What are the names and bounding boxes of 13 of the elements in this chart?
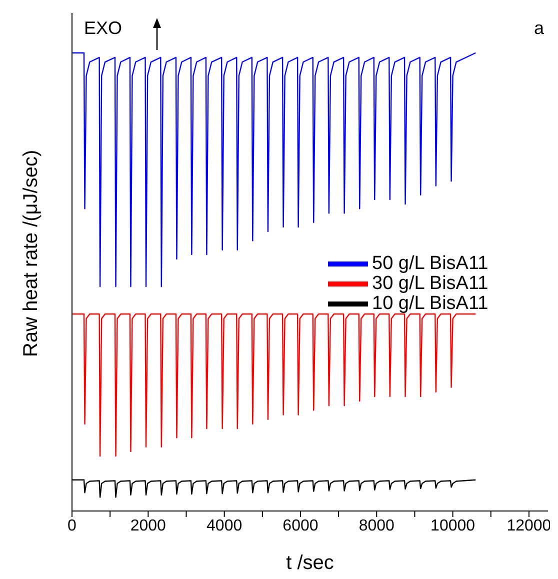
legend-label: 50 g/L BisA11 [372,253,488,274]
text: EXO [84,18,122,39]
x-tick-label: 8000 [358,517,395,534]
text: a [534,18,544,39]
x-axis-title: t /sec [286,552,334,574]
y-axis-title: Raw heat rate /(μJ/sec) [20,150,42,357]
x-tick-label: 6000 [282,517,318,534]
x-tick-label: 2000 [130,517,166,534]
legend-label: 10 g/L BisA11 [372,293,488,314]
x-tick-label: 0 [68,517,77,534]
x-tick-label: 10000 [430,517,476,534]
x-tick-label: 4000 [206,517,242,534]
legend-label: 30 g/L BisA11 [372,273,488,294]
